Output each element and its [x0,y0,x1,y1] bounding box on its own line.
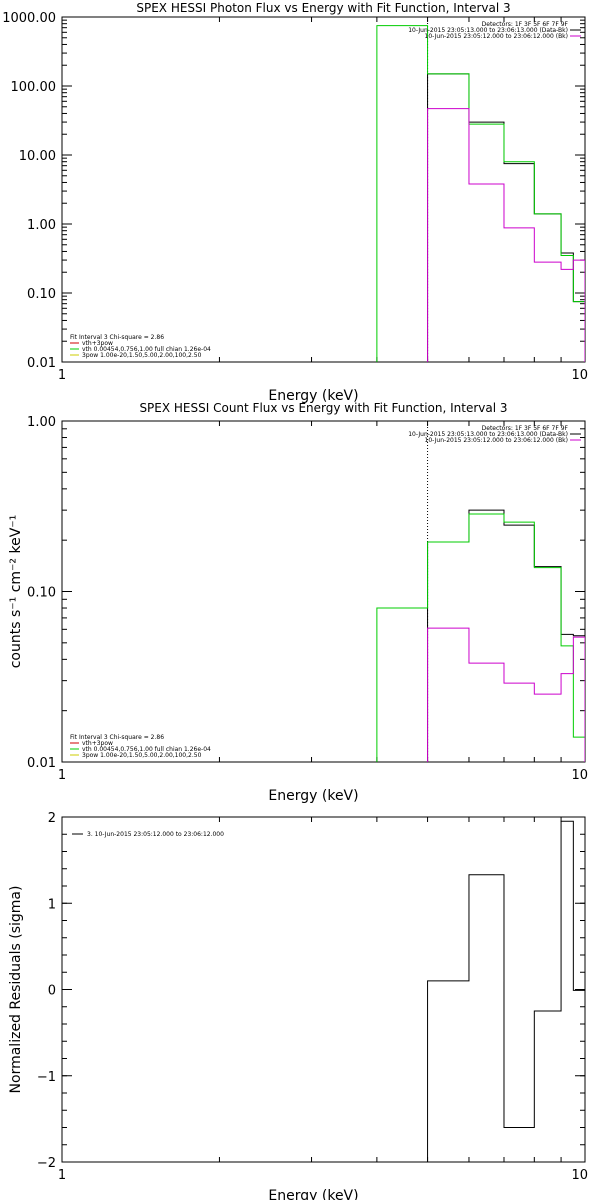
y-tick-label: 0.01 [27,756,56,771]
legend-entry: 3pow 1.00e-20,1.50,5.00,2.00,100,2.50 [82,352,202,359]
x-tick-label: 10 [571,768,588,783]
y-tick-label: 0 [48,984,56,999]
legend-entry: 10-Jun-2015 23:05:12.000 to 23:06:12.000… [425,33,568,40]
series-bk [427,108,585,362]
legend-entry: 3. 10-Jun-2015 23:05:12.000 to 23:06:12.… [87,831,224,838]
x-tick-label: 1 [58,368,66,383]
legend-entry: vth 0.00454,0.756,1.00 full chian 1.26e-… [82,746,211,753]
legend-entry: 3pow 1.00e-20,1.50,5.00,2.00,100,2.50 [82,752,202,759]
y-tick-label: −2 [37,1156,56,1171]
series-vth [376,513,585,762]
legend-entry: vth 0.00454,0.756,1.00 full chian 1.26e-… [82,346,211,353]
legend-entry: vth+3pow [82,740,113,747]
y-tick-label: −1 [37,1070,56,1085]
plot-frame [61,816,586,1163]
x-axis-label: Energy (keV) [268,388,358,404]
y-axis-label: Normalized Residuals (sigma) [8,886,24,1094]
legend-entry: Detectors: 1F 3F 5F 6F 7F 9F [482,425,569,432]
y-tick-label: 10.00 [19,149,56,164]
chart-2: SPEX HESSI Count Flux vs Energy with Fit… [8,401,588,804]
chart-title: SPEX HESSI Photon Flux vs Energy with Fi… [136,1,510,15]
chart-title: SPEX HESSI Count Flux vs Energy with Fit… [139,401,507,415]
y-tick-label: 0.10 [27,586,56,601]
legend-entry: vth+3pow [82,340,113,347]
y-tick-label: 2 [48,811,56,826]
x-tick-label: 10 [571,368,588,383]
y-axis-label: counts s⁻¹ cm⁻² keV⁻¹ [8,515,24,669]
legend-entry: Detectors: 1F 3F 5F 6F 7F 9F [482,21,569,28]
plot-frame [61,16,586,363]
chart-1: SPEX HESSI Photon Flux vs Energy with Fi… [2,1,588,404]
series-group [376,25,585,362]
x-axis-label: Energy (keV) [268,1188,358,1200]
y-tick-label: 0.10 [27,287,56,302]
x-tick-label: 10 [571,1168,588,1183]
x-tick-label: 1 [58,768,66,783]
plot-frame [61,420,586,763]
y-tick-label: 1.00 [27,415,56,430]
y-tick-label: 1 [48,897,56,912]
y-tick-label: 0.01 [27,356,56,371]
y-tick-label: 100.00 [11,80,57,95]
chart-3: 1 10 Energy (keV) −2 −1 0 1 2 Normalized Residua… [8,811,588,1200]
series-vth [376,25,585,362]
x-axis-label: Energy (keV) [268,788,358,804]
y-tick-label: 1000.00 [2,11,56,26]
legend-entry: Fit Interval 3 Chi-square = 2.86 [70,734,164,741]
y-tick-label: 1.00 [27,218,56,233]
legend-entry: 10-Jun-2015 23:05:13.000 to 23:06:13.000… [408,431,568,438]
legend-entry: Fit Interval 3 Chi-square = 2.86 [70,334,164,341]
series-group [427,820,585,1162]
legend-entry: 10-Jun-2015 23:05:12.000 to 23:06:12.000… [425,437,568,444]
series-residuals [427,820,585,1162]
x-tick-label: 1 [58,1168,66,1183]
series-bk [427,627,585,762]
series-group [376,509,585,762]
legend-entry: 10-Jun-2015 23:05:13.000 to 23:06:13.000… [408,27,568,34]
